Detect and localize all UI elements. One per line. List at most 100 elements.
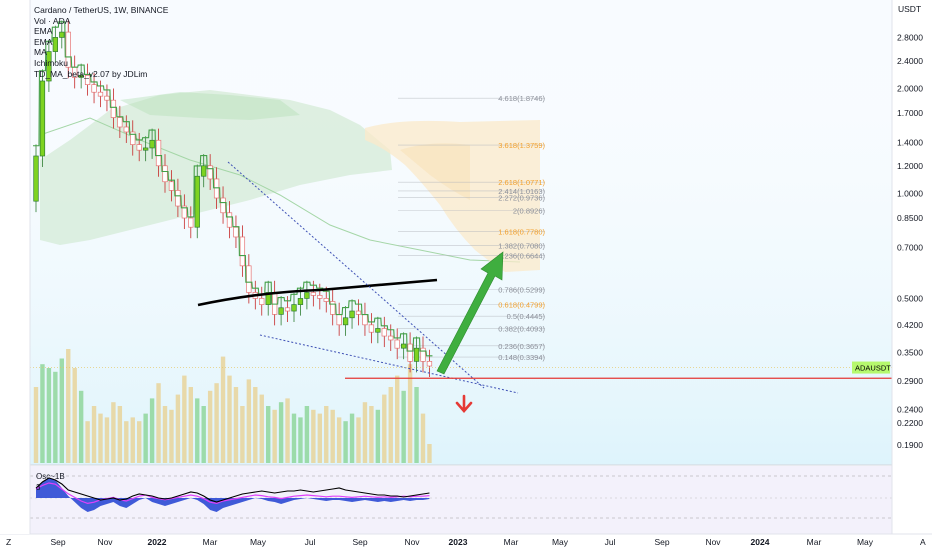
legend-ichimoku[interactable]: Ichimoku [34, 57, 69, 68]
volume-bar [143, 413, 148, 463]
volume-bar [137, 421, 142, 463]
time-tick-label: Nov [705, 537, 721, 547]
bottom-left-z: Z [6, 537, 11, 547]
candle-down [407, 343, 413, 362]
price-axis-panel [892, 0, 932, 550]
volume-bar [414, 387, 419, 463]
time-tick-label: Jul [605, 537, 616, 547]
candle-down [284, 307, 291, 312]
legend-ma[interactable]: MA [34, 47, 47, 58]
candle-down [233, 226, 239, 238]
fib-label: 0.382(0.4093) [498, 325, 545, 334]
volume-bar [304, 406, 310, 463]
price-tick-label: 0.5000 [897, 293, 923, 303]
candle-down [181, 205, 188, 219]
volume-bar [66, 349, 71, 463]
price-tick-label: 2.8000 [897, 32, 923, 42]
candle-down [213, 178, 220, 199]
candle-down [323, 298, 329, 302]
candle-down [239, 236, 246, 267]
volume-bar [291, 413, 297, 463]
volume-bar [246, 379, 252, 463]
fib-label: 0.236(0.3657) [498, 342, 545, 351]
candle-up [59, 31, 65, 38]
oscillator-pane: 75.0052.0650.9325.000.20000.0129-0.0129 [0, 464, 931, 534]
time-axis-panel [0, 534, 932, 550]
oscillator-label[interactable]: Osc~1B [36, 472, 65, 481]
candle-up [33, 155, 39, 202]
candle-down [84, 74, 91, 85]
time-tick-label: May [857, 537, 874, 547]
volume-bar [220, 356, 226, 463]
candle-down [355, 310, 362, 315]
volume-bar [104, 417, 110, 463]
moving-average-line [197, 278, 438, 307]
volume-bar [117, 406, 123, 463]
volume-bar [72, 368, 77, 463]
price-tick-label: 1.4000 [897, 137, 923, 147]
volume-bar [175, 394, 181, 463]
volume-bar [98, 413, 103, 463]
legend-title[interactable]: Cardano / TetherUS, 1W, BINANCE [34, 5, 169, 15]
volume-bar [369, 406, 374, 463]
green-up-arrow [436, 251, 504, 375]
candle-down [97, 91, 104, 97]
time-tick-label: May [552, 537, 569, 547]
candle-up [143, 147, 149, 151]
volume-bar [227, 375, 232, 463]
volume-bar [356, 417, 361, 463]
fib-label: 0.786(0.5299) [498, 286, 545, 295]
volume-bar [111, 402, 116, 463]
candle-down [168, 181, 175, 191]
volume-bar [253, 387, 258, 463]
legend-ema-1[interactable]: EMA [34, 26, 53, 37]
volume-bar [401, 390, 406, 463]
candle-up [401, 343, 407, 349]
candle-down [65, 31, 71, 68]
price-tick-label: 0.2900 [897, 376, 923, 386]
legend-td-ma[interactable]: TD_MA_beta_v2.07 by JDLim [34, 68, 148, 79]
volume-bar [388, 387, 393, 463]
volume-bar [395, 375, 400, 463]
time-tick-label: Mar [504, 537, 519, 547]
volume-bar [124, 421, 129, 463]
left-gutter [0, 0, 30, 534]
candle-down [155, 139, 162, 167]
candle-down [207, 165, 213, 180]
candle-up [201, 165, 207, 177]
volume-bar [91, 406, 97, 463]
volume-bar [214, 383, 219, 463]
time-tick-label: Sep [654, 537, 669, 547]
price-tick-label: 2.4000 [897, 56, 923, 66]
volume-bar [162, 406, 168, 463]
candle-down [162, 165, 168, 183]
fib-label: 4.618(1.8746) [498, 94, 545, 103]
price-tick-label: 1.2000 [897, 161, 923, 171]
fib-label: 2.272(0.9736) [498, 193, 545, 202]
volume-bar [343, 421, 348, 463]
volume-bar [195, 398, 200, 463]
candle-up [46, 51, 52, 82]
candle-up [349, 310, 355, 319]
red-down-arrow [455, 394, 473, 413]
candle-up [278, 307, 284, 315]
volume-bar [53, 371, 58, 463]
volume-bar [188, 387, 193, 463]
price-tick-label: 1.7000 [897, 108, 923, 118]
price-tick-label: 0.1900 [897, 440, 923, 450]
volume-bar [317, 413, 322, 463]
time-tick-label: Nov [97, 537, 113, 547]
candle-down [123, 126, 129, 133]
candle-down [110, 99, 117, 118]
fib-extension-zone [365, 120, 540, 272]
legend-ema-2[interactable]: EMA [34, 36, 53, 47]
candle-down [317, 295, 323, 299]
volume-bar [278, 402, 284, 463]
cloud-green-dark [120, 92, 300, 120]
fib-orange-area [365, 120, 540, 272]
volume-bar [240, 406, 245, 463]
indicator-legend: Cardano / TetherUS, 1W, BINANCE Vol · AD… [34, 5, 168, 79]
legend-vol[interactable]: Vol · ADA [34, 15, 71, 26]
